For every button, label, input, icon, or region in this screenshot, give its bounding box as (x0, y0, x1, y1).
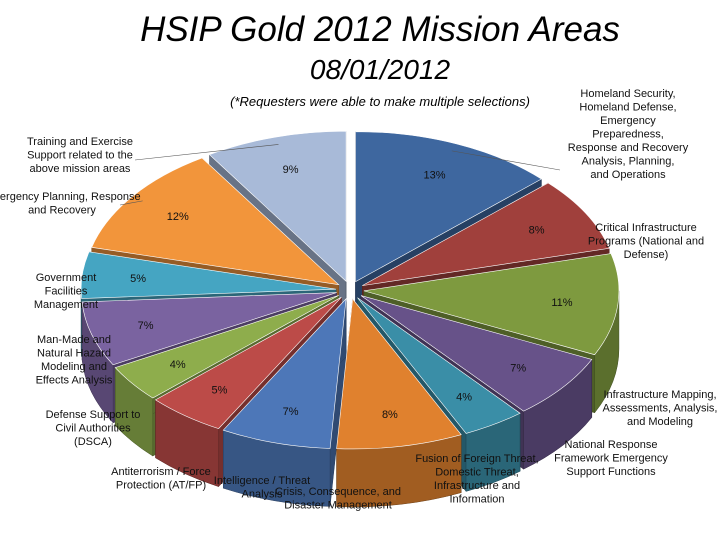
slice-12 (208, 130, 347, 282)
leader-line-12 (134, 144, 279, 161)
slice-2 (363, 253, 620, 356)
slice-1 (362, 182, 610, 286)
category-label-7: Antiterrorism / Force Protection (AT/FP) (111, 466, 211, 492)
percent-label-12: 9% (283, 164, 299, 176)
percent-label-6: 7% (283, 406, 299, 418)
category-label-2: Infrastructure Mapping, Assessments, Anal… (603, 389, 718, 428)
category-label-8: Defense Support to Civil Authorities (DSCA… (46, 409, 141, 448)
chart-title: HSIP Gold 2012 Mission Areas (140, 10, 620, 49)
pie-tops (80, 130, 620, 450)
slice-4 (357, 297, 521, 434)
slice-10 (80, 251, 337, 299)
percent-label-11: 12% (167, 211, 189, 223)
percent-label-4: 4% (456, 391, 472, 403)
category-label-12: Training and Exercise Support related to … (27, 136, 133, 175)
category-label-4: Fusion of Foreign Threat, Domestic Threat… (415, 453, 538, 506)
category-label-5: Crisis, Consequence, and Disaster Managem… (275, 486, 401, 512)
percent-label-10: 5% (130, 273, 146, 285)
percent-label-5: 8% (382, 409, 398, 421)
percent-labels: 13% 8% 11% 7% 4% 8% 7% 5% 4% 7% 5% 12% 9% (130, 164, 573, 421)
leader-line-0 (451, 150, 561, 171)
slice-3 (360, 295, 593, 412)
leader-lines (119, 144, 561, 206)
slice-5 (336, 298, 462, 450)
slice-11 (91, 157, 340, 286)
percent-label-2: 11% (551, 297, 572, 309)
category-label-10: Government Facilities Management (34, 272, 98, 311)
slice-7 (154, 296, 342, 429)
percent-label-0: 13% (424, 169, 446, 181)
category-label-0: Homeland Security, Homeland Defense, Emerg… (568, 88, 689, 181)
chart-date: 08/01/2012 (309, 54, 451, 85)
percent-label-8: 4% (170, 359, 186, 371)
category-labels: Homeland Security, Homeland Defense, Emerg… (0, 88, 717, 512)
slice-9 (81, 292, 337, 366)
category-label-6: Intelligence / Threat Analysis (214, 475, 310, 501)
slice-6 (222, 297, 347, 449)
percent-label-7: 5% (212, 385, 228, 397)
percent-label-1: 8% (529, 224, 545, 236)
percent-label-9: 7% (138, 320, 154, 332)
category-label-3: National Response Framework Emergency Supp… (554, 439, 668, 478)
slice-0 (355, 131, 543, 283)
leader-line-11 (119, 200, 143, 206)
category-label-1: Critical Infrastructure Programs (Nationa… (588, 222, 704, 261)
category-label-9: Man-Made and Natural Hazard Modeling and Ef… (36, 334, 113, 387)
percent-label-3: 7% (510, 362, 526, 374)
chart-note: (*Requesters were able to make multiple … (230, 94, 530, 109)
slice-8 (114, 295, 339, 399)
